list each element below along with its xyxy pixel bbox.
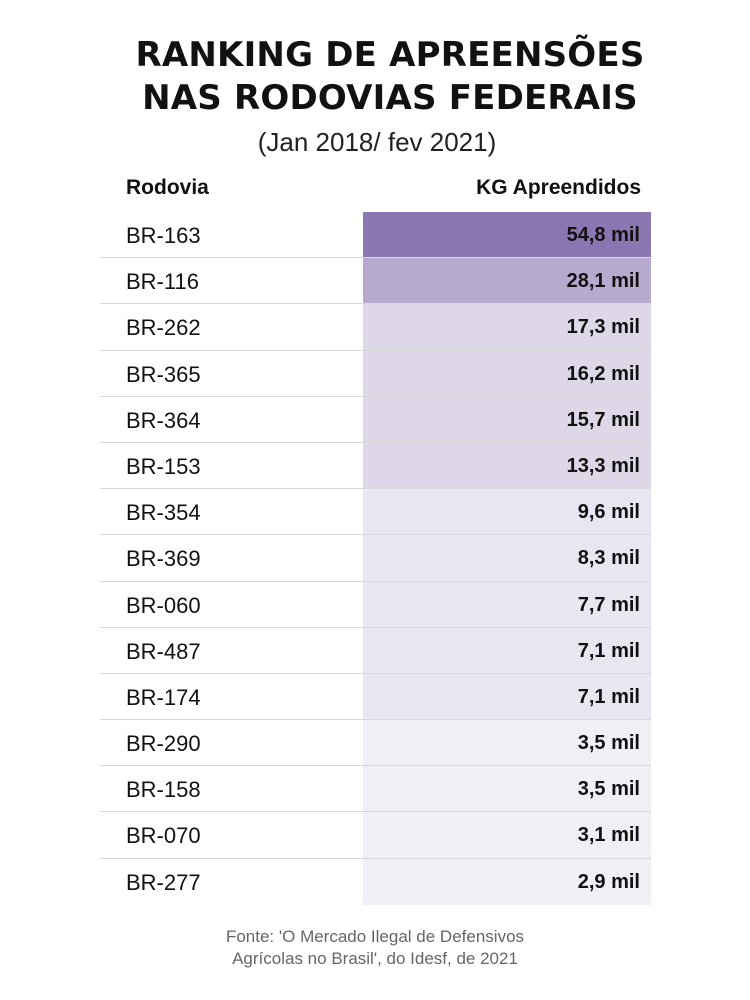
row-divider [100, 626, 651, 628]
table-row: BR-262 17,3 mil [100, 304, 651, 351]
table-row: BR-174 7,1 mil [100, 673, 651, 721]
value-cell: 3,1 mil [363, 812, 651, 859]
table-row: BR-365 16,2 mil [100, 350, 651, 397]
value-cell: 15,7 mil [363, 396, 651, 443]
table-body: BR-163 54,8 mil BR-116 28,1 mil BR-262 17,3 m… [100, 212, 651, 905]
value-cell: 16,2 mil [363, 350, 651, 397]
value-label: 8,3 mil [577, 547, 640, 570]
title-line-2: NAS RODOVIAS FEDERAIS [142, 78, 638, 118]
row-divider [100, 719, 651, 721]
rodovia-name: BR-153 [126, 453, 201, 479]
chart-title: RANKING DE APREENSÕES NAS RODOVIAS FEDER… [0, 34, 750, 120]
row-divider [100, 811, 651, 813]
rodovia-name: BR-262 [126, 315, 201, 341]
table-row: BR-153 13,3 mil [100, 442, 651, 490]
value-label: 2,9 mil [577, 870, 640, 893]
rodovia-name: BR-290 [126, 731, 201, 757]
row-divider [100, 857, 651, 859]
value-cell: 13,3 mil [363, 442, 651, 490]
ranking-table: Rodovia KG Apreendidos BR-163 54,8 mil BR-… [100, 170, 651, 905]
table-row: BR-116 28,1 mil [100, 258, 651, 305]
row-divider [100, 441, 651, 443]
source-line-2: Agrícolas no Brasil', do Idesf, de 2021 [232, 949, 518, 968]
value-label: 7,7 mil [577, 593, 640, 616]
rodovia-name: BR-365 [126, 361, 201, 387]
title-line-1: RANKING DE APREENSÕES [135, 35, 645, 75]
row-divider [100, 257, 651, 259]
value-cell: 7,1 mil [363, 673, 651, 721]
table-row: BR-060 7,7 mil [100, 581, 651, 628]
rodovia-name: BR-369 [126, 546, 201, 572]
source-line-1: Fonte: 'O Mercado Ilegal de Defensivos [225, 927, 525, 946]
value-cell: 8,3 mil [363, 535, 651, 582]
value-label: 16,2 mil [566, 362, 640, 385]
row-divider [100, 580, 651, 582]
row-divider [100, 534, 651, 536]
value-cell: 3,5 mil [363, 720, 651, 767]
row-divider [100, 765, 651, 767]
table-row: BR-290 3,5 mil [100, 720, 651, 767]
row-divider [100, 488, 651, 490]
source-note: Fonte: 'O Mercado Ilegal de Defensivos A… [0, 926, 750, 970]
table-row: BR-487 7,1 mil [100, 627, 651, 674]
table-row: BR-070 3,1 mil [100, 812, 651, 859]
value-label: 15,7 mil [566, 408, 640, 431]
value-label: 13,3 mil [566, 454, 640, 477]
value-label: 7,1 mil [577, 685, 640, 708]
column-header-kg: KG Apreendidos [476, 176, 641, 199]
rodovia-name: BR-174 [126, 684, 201, 710]
row-divider [100, 672, 651, 674]
row-divider [100, 303, 651, 305]
rodovia-name: BR-158 [126, 777, 201, 803]
table-row: BR-364 15,7 mil [100, 396, 651, 443]
rodovia-name: BR-487 [126, 638, 201, 664]
value-label: 28,1 mil [566, 270, 640, 293]
rodovia-name: BR-060 [126, 592, 201, 618]
value-label: 3,5 mil [577, 778, 640, 801]
rodovia-name: BR-116 [126, 269, 199, 295]
rodovia-name: BR-354 [126, 500, 201, 526]
table-row: BR-163 54,8 mil [100, 212, 651, 259]
value-cell: 54,8 mil [363, 212, 651, 259]
column-header-rodovia: Rodovia [126, 176, 209, 199]
value-cell: 17,3 mil [363, 304, 651, 351]
value-cell: 3,5 mil [363, 766, 651, 813]
table-row: BR-277 2,9 mil [100, 858, 651, 905]
value-label: 17,3 mil [566, 316, 640, 339]
value-label: 3,5 mil [577, 732, 640, 755]
chart-subtitle: (Jan 2018/ fev 2021) [257, 127, 497, 157]
value-label: 54,8 mil [566, 224, 640, 246]
row-divider [100, 349, 651, 351]
rodovia-name: BR-277 [126, 869, 201, 895]
value-label: 9,6 mil [577, 501, 640, 524]
value-cell: 28,1 mil [363, 258, 651, 305]
value-cell: 7,7 mil [363, 581, 651, 628]
value-cell: 2,9 mil [363, 858, 651, 905]
rodovia-name: BR-364 [126, 407, 201, 433]
table-row: BR-354 9,6 mil [100, 489, 651, 536]
table-row: BR-158 3,5 mil [100, 766, 651, 813]
row-divider [100, 395, 651, 397]
rodovia-name: BR-070 [126, 823, 201, 849]
value-cell: 9,6 mil [363, 489, 651, 536]
table-row: BR-369 8,3 mil [100, 535, 651, 582]
table-header: Rodovia KG Apreendidos [100, 170, 651, 212]
value-label: 7,1 mil [577, 639, 640, 662]
value-label: 3,1 mil [577, 824, 640, 847]
value-cell: 7,1 mil [363, 627, 651, 674]
rodovia-name: BR-163 [126, 223, 201, 248]
